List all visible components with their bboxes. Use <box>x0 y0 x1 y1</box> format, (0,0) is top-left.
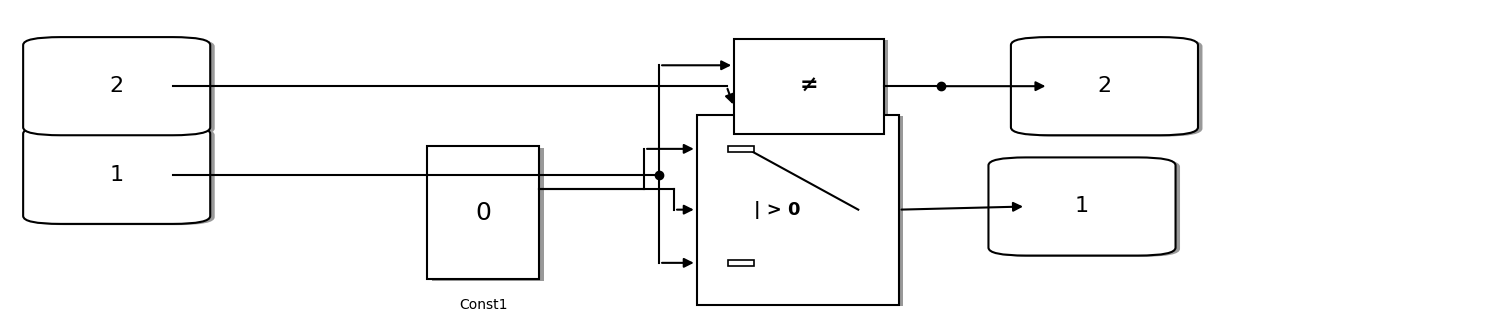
Text: | > 0: | > 0 <box>753 201 801 219</box>
Text: 1: 1 <box>1076 197 1089 217</box>
Text: ≠: ≠ <box>800 76 818 96</box>
FancyBboxPatch shape <box>22 126 210 224</box>
FancyBboxPatch shape <box>1011 37 1198 135</box>
FancyBboxPatch shape <box>701 116 903 306</box>
Text: 2: 2 <box>1098 76 1112 96</box>
FancyBboxPatch shape <box>739 40 888 135</box>
FancyBboxPatch shape <box>1016 38 1203 136</box>
FancyBboxPatch shape <box>989 157 1176 256</box>
Text: Const1: Const1 <box>458 298 508 312</box>
FancyBboxPatch shape <box>728 146 753 152</box>
Text: 1: 1 <box>109 165 124 185</box>
FancyBboxPatch shape <box>27 38 214 136</box>
FancyBboxPatch shape <box>993 159 1180 257</box>
FancyBboxPatch shape <box>427 146 539 279</box>
Text: 0: 0 <box>475 201 491 225</box>
Text: 2: 2 <box>109 76 124 96</box>
FancyBboxPatch shape <box>728 260 753 266</box>
FancyBboxPatch shape <box>27 127 214 225</box>
FancyBboxPatch shape <box>697 115 899 305</box>
FancyBboxPatch shape <box>734 39 884 134</box>
FancyBboxPatch shape <box>22 37 210 135</box>
FancyBboxPatch shape <box>431 148 544 280</box>
